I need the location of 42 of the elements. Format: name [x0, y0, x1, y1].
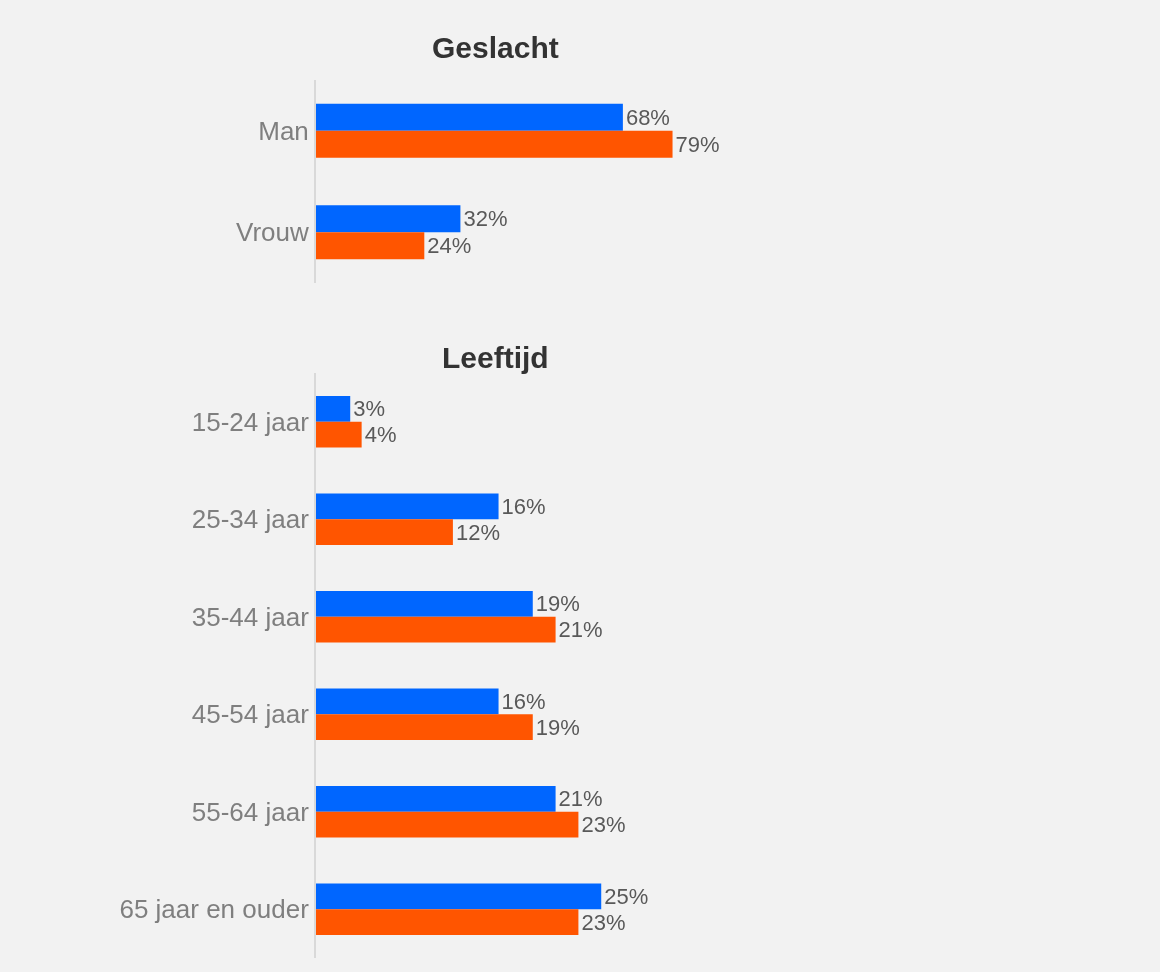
data-label: 19% — [535, 714, 580, 740]
bar — [316, 519, 453, 546]
bar — [316, 493, 499, 520]
chart-title: Geslacht — [432, 31, 559, 64]
bar — [316, 205, 461, 233]
bar — [316, 811, 579, 838]
data-label: 21% — [558, 617, 603, 643]
y-tick-label: Vrouw — [236, 217, 310, 248]
y-tick-label: 45-54 jaar — [191, 699, 310, 730]
data-label: 3% — [353, 396, 386, 422]
bar — [316, 421, 362, 448]
data-label: 4% — [364, 422, 397, 448]
bar — [316, 130, 673, 158]
data-label: 32% — [463, 206, 508, 232]
y-tick-label: 35-44 jaar — [191, 601, 310, 632]
bar — [316, 103, 623, 131]
bar — [316, 616, 556, 643]
data-label: 23% — [581, 909, 626, 935]
y-tick-label: 15-24 jaar — [191, 406, 310, 437]
bar — [316, 785, 556, 812]
data-label: 12% — [455, 519, 500, 545]
data-label: 16% — [501, 688, 546, 714]
data-label: 19% — [535, 591, 580, 617]
bar — [316, 395, 351, 422]
bar — [316, 883, 602, 910]
bar — [316, 590, 533, 617]
bar — [316, 232, 425, 260]
y-tick-label: Man — [258, 115, 309, 146]
bar — [316, 909, 579, 936]
y-tick-label: 55-64 jaar — [191, 796, 310, 827]
y-tick-label: 65 jaar en ouder — [119, 894, 310, 925]
data-label: 21% — [558, 786, 603, 812]
y-tick-label: 25-34 jaar — [191, 504, 310, 535]
data-label: 16% — [501, 493, 546, 519]
data-label: 23% — [581, 812, 626, 838]
data-label: 24% — [427, 233, 472, 259]
data-label: 25% — [604, 883, 649, 909]
data-label: 68% — [625, 104, 670, 130]
data-label: 79% — [675, 131, 720, 157]
bar — [316, 688, 499, 715]
bar — [316, 714, 533, 741]
chart-title: Leeftijd — [442, 341, 549, 374]
